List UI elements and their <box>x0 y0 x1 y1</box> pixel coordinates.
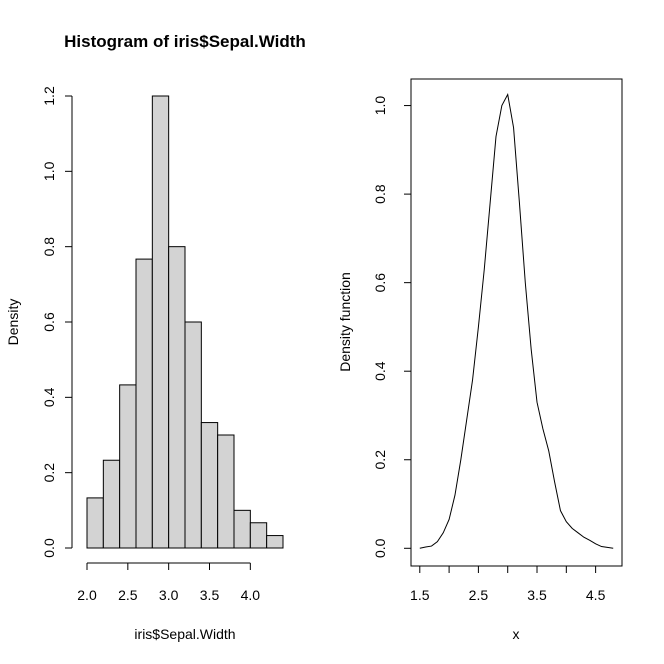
density-y-tick-label: 1.0 <box>372 96 388 116</box>
histogram-bar <box>266 535 284 549</box>
histogram-bar <box>249 522 268 549</box>
density-plot-box <box>410 78 623 567</box>
histogram-bar <box>168 246 186 549</box>
histogram-y-tick-label: 1.2 <box>41 86 57 106</box>
histogram-x-tick-label: 3.5 <box>200 587 220 603</box>
density-y-axis-label: Density function <box>337 272 353 372</box>
histogram-y-axis-label: Density <box>5 299 21 346</box>
histogram-x-axis-label: iris$Sepal.Width <box>134 626 235 642</box>
density-x-tick-label: 3.5 <box>527 587 547 603</box>
histogram-y-tick-label: 0.0 <box>41 538 57 558</box>
density-y-tick-label: 0.2 <box>372 450 388 470</box>
histogram-bar <box>135 258 153 549</box>
histogram-y-tick-label: 0.8 <box>41 237 57 257</box>
density-x-tick-label: 2.5 <box>469 587 489 603</box>
histogram-title: Histogram of iris$Sepal.Width <box>64 32 306 51</box>
density-x-axis: 1.5 2.5 3.5 4.5 <box>410 566 606 603</box>
density-x-tick-label: 4.5 <box>586 587 606 603</box>
histogram-y-tick-label: 1.0 <box>41 161 57 181</box>
histogram-bar <box>119 384 137 549</box>
density-y-tick-label: 0.6 <box>372 273 388 293</box>
histogram-y-tick-label: 0.2 <box>41 463 57 483</box>
histogram-x-tick-label: 3.0 <box>159 587 179 603</box>
density-x-tick-label: 1.5 <box>410 587 430 603</box>
density-y-tick-label: 0.8 <box>372 184 388 204</box>
density-x-axis-label: x <box>513 626 520 642</box>
histogram-panel: Histogram of iris$Sepal.Width iris$Sepal… <box>5 32 306 642</box>
histogram-bar <box>233 509 251 549</box>
density-y-axis: 0.0 0.2 0.4 0.6 0.8 1.0 <box>372 96 411 558</box>
density-panel: x Density function 1.5 2.5 3.5 4.5 0.00.20.… <box>337 78 623 642</box>
histogram-bar <box>86 497 104 549</box>
histogram-x-tick-label: 2.0 <box>77 587 97 603</box>
histogram-bar <box>102 459 121 549</box>
histogram-x-axis: 2.0 2.5 3.0 3.5 4.0 <box>77 562 261 603</box>
histogram-y-tick-label: 0.6 <box>41 312 57 332</box>
histogram-bar <box>151 95 170 549</box>
histogram-bars <box>86 95 284 549</box>
density-curve <box>419 92 614 549</box>
histogram-x-tick-label: 2.5 <box>118 587 138 603</box>
histogram-y-axis: 0.0 0.2 0.4 0.6 0.8 1.0 1.2 <box>41 86 73 558</box>
histogram-y-tick-label: 0.4 <box>41 387 57 407</box>
density-y-tick-label: 0.0 <box>372 538 388 558</box>
histogram-x-tick-label: 4.0 <box>241 587 261 603</box>
density-y-tick-label: 0.4 <box>372 361 388 381</box>
histogram-bar <box>200 422 219 549</box>
histogram-bar <box>217 434 235 549</box>
histogram-bar <box>184 321 202 549</box>
